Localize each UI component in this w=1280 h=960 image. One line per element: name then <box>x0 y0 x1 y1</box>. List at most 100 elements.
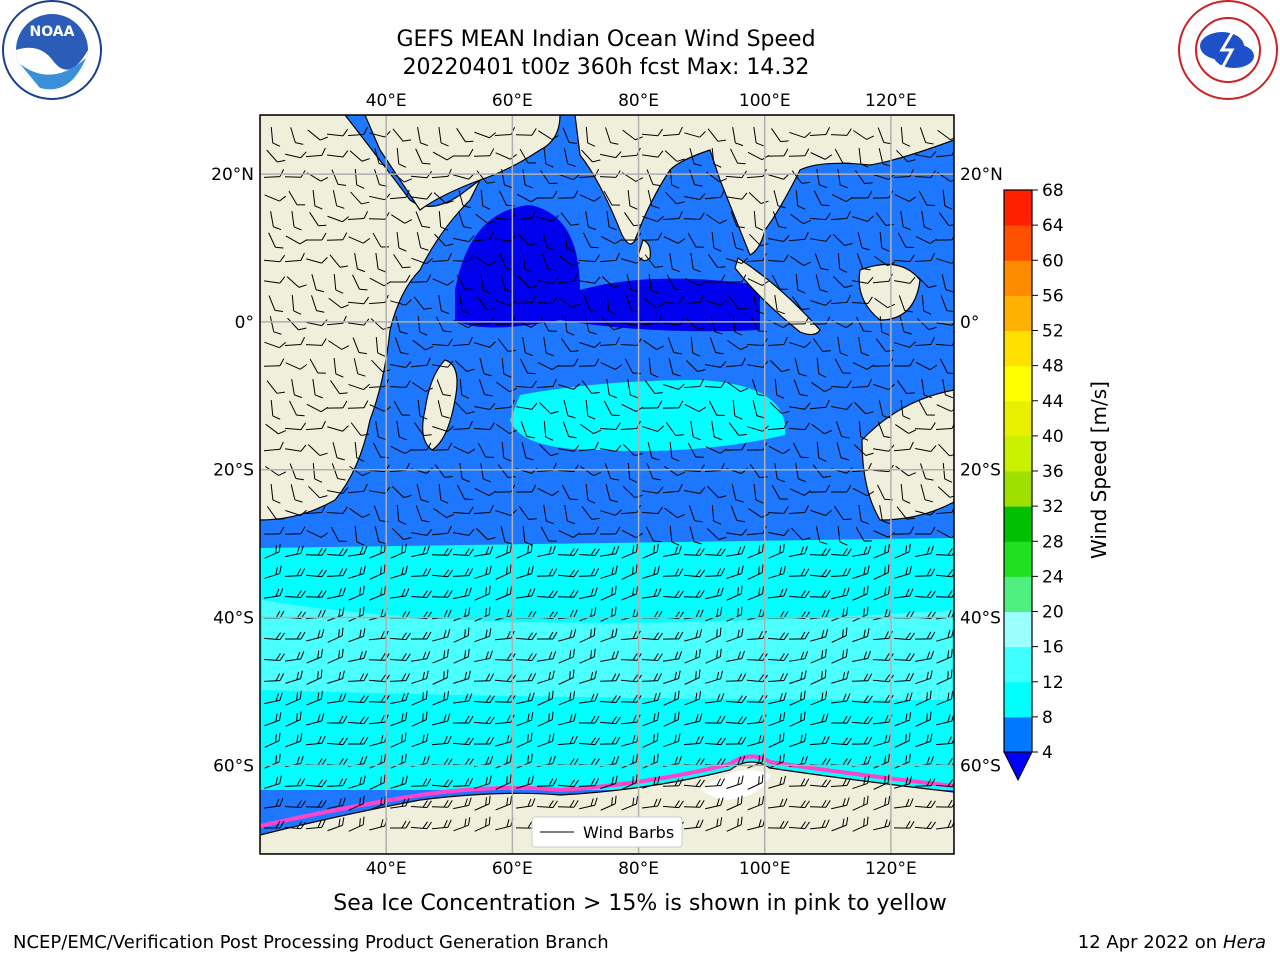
wind-barb <box>326 778 348 787</box>
wind-barb <box>730 505 745 523</box>
wind-barb <box>456 274 473 290</box>
wind-barb <box>305 819 326 830</box>
wind-barb <box>480 189 491 210</box>
wind-barb <box>687 232 704 248</box>
wind-barb <box>747 151 770 161</box>
colorbar-segment <box>1004 365 1032 402</box>
wind-barb <box>767 254 789 262</box>
wind-barb <box>809 569 831 578</box>
wind-barb <box>348 546 368 557</box>
wind-barb <box>543 147 554 168</box>
wind-barb <box>792 442 809 459</box>
wind-barb <box>894 712 912 727</box>
wind-barb <box>495 795 513 811</box>
wind-barb <box>374 526 387 545</box>
wind-barb <box>289 400 305 417</box>
wind-barb <box>579 194 602 202</box>
wind-barb <box>852 795 869 811</box>
wind-barb <box>410 357 431 368</box>
wind-barb <box>288 190 306 206</box>
wind-barb <box>771 274 788 290</box>
lat-label-right: 40°S <box>960 609 1001 629</box>
wind-barb <box>536 631 558 640</box>
wind-barb <box>538 402 559 415</box>
wind-barb <box>914 778 936 787</box>
tropical-wind-patch <box>510 380 786 451</box>
wind-barb <box>458 190 472 209</box>
wind-barb <box>599 336 620 347</box>
wind-barb <box>852 585 869 601</box>
wind-barb <box>768 588 788 599</box>
wind-barb <box>815 526 828 545</box>
wind-barb <box>390 543 407 559</box>
wind-barb <box>264 732 281 748</box>
wind-barb <box>452 737 474 746</box>
wind-barb <box>894 341 916 348</box>
wind-barb <box>893 441 914 452</box>
wind-barb <box>642 425 664 432</box>
colorbar-tick-label: 16 <box>1042 638 1064 658</box>
borneo <box>858 263 921 321</box>
wind-barb <box>473 695 495 704</box>
wind-barb <box>915 361 938 371</box>
wind-barb <box>667 337 682 355</box>
wind-barb <box>707 128 726 142</box>
wind-barb <box>875 212 894 226</box>
wind-barb <box>284 778 306 787</box>
wind-barb <box>263 441 284 452</box>
wind-barb <box>831 587 850 600</box>
wind-barb <box>579 627 596 643</box>
wind-barb <box>291 379 303 399</box>
wind-barb <box>767 336 788 347</box>
wind-barb <box>305 569 327 578</box>
colorbar-tick-label: 68 <box>1042 181 1064 201</box>
wind-barb <box>537 651 557 662</box>
lat-label-left: 0° <box>235 313 254 333</box>
wind-barb <box>284 800 306 809</box>
wind-barb <box>431 168 452 179</box>
wind-barb <box>433 192 454 204</box>
lat-label-left: 20°N <box>211 165 254 185</box>
wind-barb <box>264 712 282 727</box>
wind-barb <box>519 148 537 164</box>
wind-barb <box>473 673 495 682</box>
wind-barb <box>307 444 328 456</box>
wind-barb <box>606 211 617 231</box>
wind-barb <box>690 253 701 273</box>
wind-barb <box>831 648 848 664</box>
wind-barb <box>705 817 723 832</box>
wind-barb <box>831 193 854 203</box>
lon-label-bottom: 80°E <box>618 859 659 879</box>
wind-barb <box>916 318 937 331</box>
wind-barb <box>349 465 371 477</box>
lon-label-top: 40°E <box>366 91 407 111</box>
lat-label-right: 0° <box>960 313 979 333</box>
wind-barb <box>560 338 579 353</box>
wind-barb <box>641 128 663 137</box>
wind-barb <box>326 232 348 241</box>
wind-barb <box>369 543 386 559</box>
lon-label-bottom: 100°E <box>739 859 791 879</box>
wind-barb <box>813 190 830 207</box>
wind-barb <box>326 506 348 514</box>
wind-barb <box>772 211 787 229</box>
wind-barb <box>453 670 471 684</box>
wind-barb <box>895 424 917 434</box>
wind-barb <box>326 548 348 557</box>
colorbar-tick-label: 64 <box>1042 216 1064 236</box>
wind-barb <box>432 648 449 664</box>
wind-barb <box>894 543 911 559</box>
wind-barb <box>831 670 849 684</box>
wind-barb <box>495 299 517 307</box>
wind-barb <box>326 715 348 724</box>
wind-barb <box>856 253 871 271</box>
wind-barb <box>642 150 664 158</box>
wind-barb <box>727 381 749 393</box>
wind-barb <box>688 169 703 187</box>
wind-barb <box>768 712 786 727</box>
wind-barb <box>264 276 286 284</box>
wind-barb <box>331 463 346 481</box>
wind-barb <box>831 627 848 643</box>
wind-barb <box>730 211 745 229</box>
wind-barb <box>515 380 537 389</box>
